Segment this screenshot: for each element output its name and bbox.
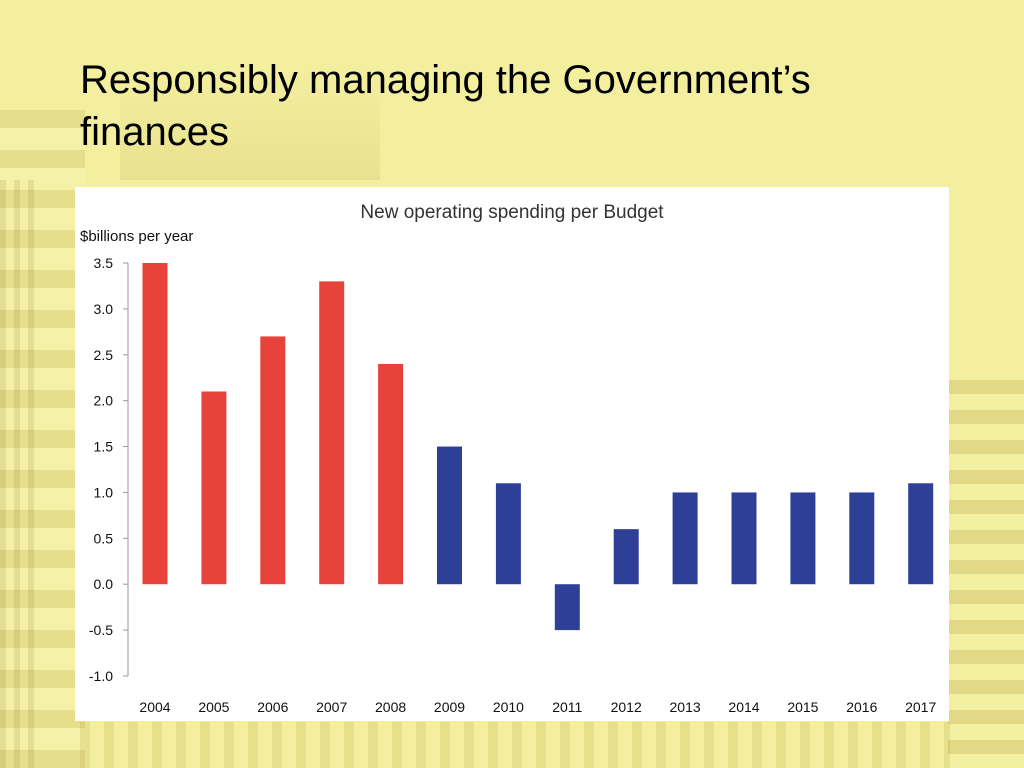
bar-2012 [613,529,639,585]
x-tick-label: 2017 [905,699,936,715]
chart-title: New operating spending per Budget [360,202,664,223]
x-tick-label: 2006 [257,699,288,715]
background-building-left [0,110,85,768]
x-tick-label: 2004 [139,699,170,715]
slide-title: Responsibly managing the Government’s fi… [80,58,811,154]
bar-2007 [319,281,345,585]
y-tick-label: -1.0 [89,668,113,684]
background-building-right [948,380,1024,768]
bar-2009 [437,446,462,585]
y-tick-label: 3.0 [94,301,114,317]
x-tick-label: 2016 [846,699,877,715]
bar-2014 [731,492,757,585]
y-tick-label: 2.5 [94,347,114,363]
bar-2008 [378,363,404,585]
bar-2017 [908,483,934,585]
chart-panel: New operating spending per Budget $billi… [75,187,949,721]
y-tick-label: 0.0 [94,576,114,592]
x-tick-label: 2015 [787,699,818,715]
y-tick-label: 2.0 [94,393,114,409]
bar-chart: New operating spending per Budget $billi… [80,202,937,715]
y-tick-label: 3.5 [94,255,114,271]
x-tick-label: 2014 [728,699,759,715]
x-tick-label: 2005 [198,699,229,715]
y-tick-label: -0.5 [89,622,113,638]
bar-2010 [495,483,521,585]
y-tick-label: 1.0 [94,484,114,500]
bar-2015 [790,492,816,585]
bar-2006 [260,336,286,585]
bar-2016 [849,492,875,585]
x-tick-label: 2012 [611,699,642,715]
x-tick-label: 2013 [670,699,701,715]
x-tick-label: 2007 [316,699,347,715]
y-axis-unit-label: $billions per year [80,228,193,245]
y-tick-label: 1.5 [94,439,114,455]
background-building-bottom [80,722,950,768]
bar-2011 [554,584,580,631]
axes [123,262,129,677]
bar-2013 [672,492,698,585]
bar-2004 [142,263,168,585]
bar-2005 [201,391,227,585]
x-tick-label: 2011 [552,699,582,715]
y-tick-label: 0.5 [94,530,114,546]
x-tick-label: 2008 [375,699,406,715]
tick-labels: 3.5 3.0 2.5 2.0 1.5 1.0 0.5 0.0 -0.5 -1.0 2004 2005… [89,255,937,715]
x-tick-label: 2009 [434,699,465,715]
x-tick-label: 2010 [493,699,524,715]
background-building-left-detail [0,180,40,768]
bars [142,263,934,631]
